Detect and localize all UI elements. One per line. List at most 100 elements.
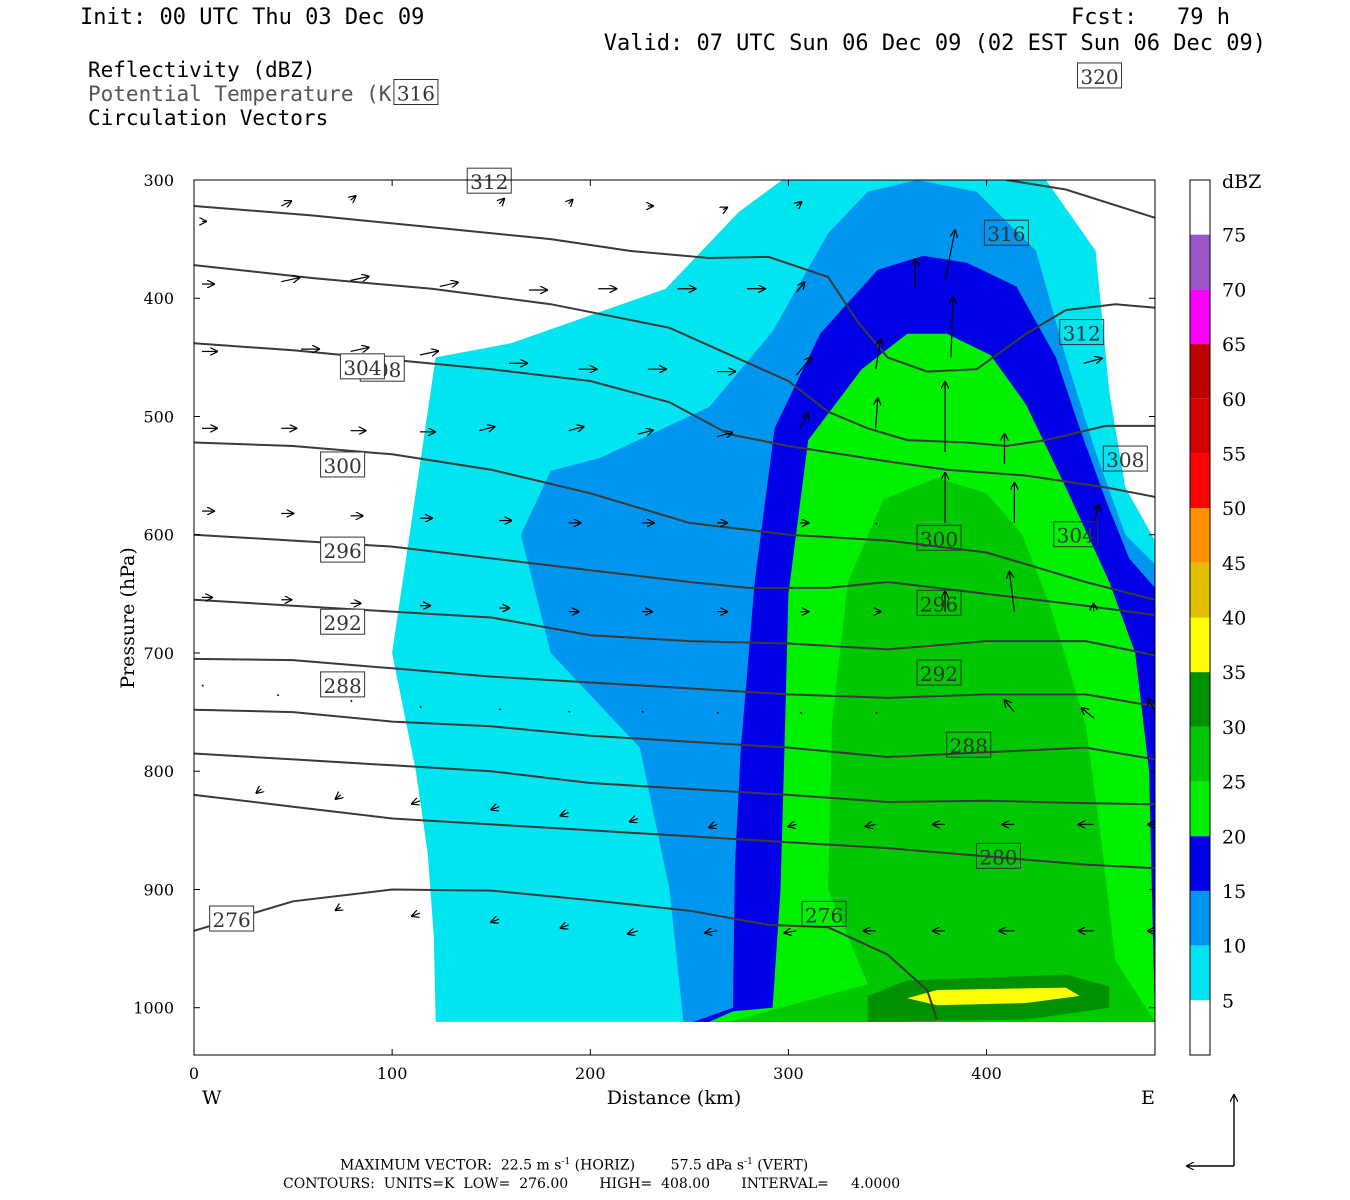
vector-36: [568, 427, 584, 431]
x-axis-title: Distance (km): [607, 1087, 742, 1109]
contour-label-280-box: [975, 842, 1021, 869]
theta-contour-280: [194, 793, 1155, 870]
colorbar-label-70: 70: [1222, 279, 1246, 301]
colorbar-label-65: 65: [1222, 334, 1246, 356]
circulation-vector-layer: [202, 196, 1155, 934]
vector-79: [1004, 700, 1015, 713]
contour-label-extra-288-7-box: [946, 731, 992, 758]
vector-72: [419, 705, 422, 709]
vector-scale-icon: [1187, 1095, 1234, 1166]
vector-21: [350, 347, 369, 351]
vector-71: [350, 699, 353, 703]
contour-label-292-box: [916, 659, 962, 686]
vector-38: [717, 433, 732, 437]
vector-101: [784, 931, 797, 933]
vector-22: [419, 351, 438, 355]
contour-label-extra-276-8: 276: [805, 903, 843, 927]
theta-contour-300: [194, 533, 1155, 617]
colorbar-swatch-4: [1190, 398, 1210, 454]
contour-label-300-box: [916, 524, 962, 551]
vector-37: [637, 430, 653, 434]
x-tick-label-0: 0: [189, 1064, 199, 1083]
contour-label-276: 276: [213, 908, 251, 932]
vector-18: [944, 231, 955, 281]
contour-label-288-box: [320, 671, 366, 698]
vector-11: [439, 282, 458, 286]
vector-55: [1094, 505, 1099, 524]
vector-28: [875, 339, 881, 370]
y-tick-label-600: 600: [143, 526, 174, 545]
unit-exponent-horiz: -1: [561, 1157, 571, 1167]
y-tick-label-700: 700: [143, 644, 174, 663]
vector-9: [281, 278, 299, 282]
contour-label-extra-316-0: 316: [987, 222, 1025, 246]
vector-85: [491, 807, 500, 810]
x-tick-label-100: 100: [377, 1064, 408, 1083]
contour-label-extra-308-2-box: [1102, 445, 1148, 472]
contour-label-296: 296: [920, 592, 958, 616]
y-tick-label-800: 800: [143, 762, 174, 781]
colorbar-swatch-7: [1190, 562, 1210, 618]
forecast-hour-label: Fcst: 79 h: [1071, 5, 1230, 30]
vector-80: [1082, 708, 1095, 719]
vector-29: [951, 297, 953, 358]
y-axis-title: Pressure (hPa): [117, 547, 139, 689]
valid-time-label: Valid: 07 UTC Sun 06 Dec 09 (02 EST Sun …: [603, 31, 1266, 56]
y-tick-label-300: 300: [143, 171, 174, 190]
colorbar-label-35: 35: [1222, 662, 1246, 684]
x-tick-label-400: 400: [971, 1064, 1002, 1083]
vector-70: [276, 693, 280, 697]
vector-95: [336, 907, 341, 910]
vector-88: [709, 824, 718, 827]
vector-1: [280, 201, 291, 206]
colorbar-swatch-12: [1190, 836, 1210, 891]
vector-74: [568, 710, 571, 713]
vector-67: [1009, 572, 1015, 612]
contour-label-312: 312: [470, 170, 508, 194]
y-tick-label-500: 500: [143, 407, 174, 426]
vector-96: [412, 913, 421, 916]
colorbar-swatch-14: [1190, 945, 1210, 1001]
vector-100: [705, 931, 718, 933]
contour-label-extra-300-4: 300: [324, 454, 362, 478]
contour-label-layer: 276 280 288 292 296 300 304 308 312 316 320 316 312 3…: [209, 62, 1148, 932]
theta-contour-316: [194, 205, 1155, 373]
colorbar-label-10: 10: [1222, 936, 1246, 958]
vector-77: [799, 711, 803, 715]
contour-label-316: 316: [397, 82, 435, 106]
vector-76: [716, 711, 720, 715]
init-time-label: Init: 00 UTC Thu 03 Dec 09: [80, 5, 425, 30]
vector-2: [351, 196, 356, 200]
colorbar-frame: [1189, 179, 1211, 1056]
vector-99: [628, 931, 639, 934]
colorbar-swatch-3: [1190, 344, 1210, 399]
colorbar-swatch-2: [1190, 289, 1210, 345]
colorbar-label-15: 15: [1222, 881, 1246, 903]
contour-label-296-box: [916, 589, 962, 616]
vector-84: [412, 801, 421, 804]
theta-contour-276: [194, 888, 938, 1020]
vector-87: [630, 819, 639, 822]
max-vector-note: MAXIMUM VECTOR: 22.5 m s-1 (HORIZ) 57.5 …: [340, 1157, 808, 1174]
vector-98: [561, 925, 569, 928]
colorbar-label-5: 5: [1222, 990, 1234, 1012]
contour-label-320: 320: [1080, 65, 1118, 89]
contour-label-300: 300: [920, 527, 958, 551]
vector-78: [875, 711, 878, 715]
colorbar-label-25: 25: [1222, 772, 1246, 794]
vector-90: [866, 824, 876, 826]
vector-3: [499, 199, 504, 204]
contour-label-extra-304-3: 304: [343, 356, 381, 380]
contour-info-note: CONTOURS: UNITS=K LOW= 276.00 HIGH= 408.…: [283, 1176, 901, 1192]
colorbar-label-20: 20: [1222, 826, 1246, 848]
plot-frame: [193, 179, 1156, 1056]
colorbar-swatch-10: [1190, 726, 1210, 782]
colorbar-swatch-11: [1190, 781, 1210, 837]
colorbar-label-45: 45: [1222, 553, 1246, 575]
vector-89: [788, 824, 797, 826]
vector-73: [498, 708, 502, 711]
reflectivity-region-25dbz: [729, 478, 1155, 1022]
max-vector-horiz: MAXIMUM VECTOR: 22.5 m s: [340, 1157, 562, 1174]
colorbar-label-55: 55: [1222, 443, 1246, 465]
